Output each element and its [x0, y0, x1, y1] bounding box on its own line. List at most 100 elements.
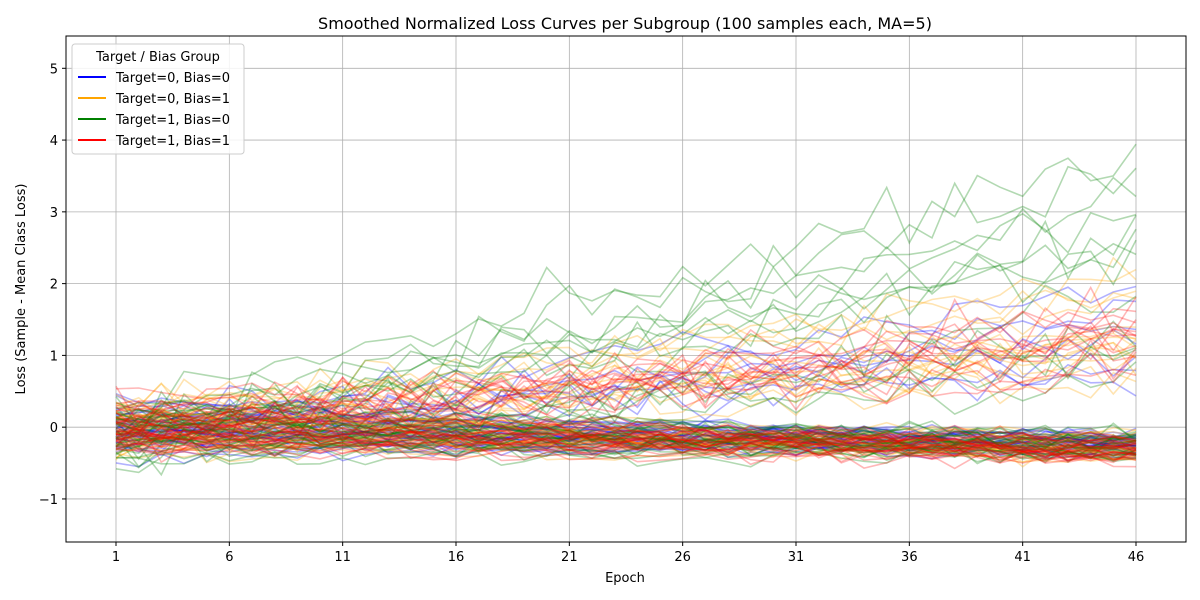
- series-line: [115, 425, 1137, 450]
- series-line: [115, 411, 1137, 460]
- series-line: [115, 361, 1137, 431]
- series-line: [115, 416, 1137, 452]
- series-line: [115, 438, 1137, 457]
- series-line: [115, 418, 1137, 460]
- series-line: [115, 242, 1137, 443]
- series-line: [115, 433, 1136, 453]
- series-line: [115, 330, 1137, 448]
- series-line: [115, 415, 1137, 443]
- x-tick-label: 31: [788, 550, 805, 565]
- series-line: [115, 423, 1137, 460]
- y-tick-label: 2: [50, 278, 58, 293]
- series-line: [115, 414, 1137, 449]
- series-line: [115, 404, 1137, 442]
- legend-label: Target=1, Bias=0: [115, 113, 230, 128]
- series-line: [115, 368, 1137, 426]
- y-axis-label: Loss (Sample - Mean Class Loss): [14, 184, 29, 395]
- legend: Target / Bias Group Target=0, Bias=0 Targe…: [71, 43, 245, 155]
- series-line: [115, 420, 1137, 456]
- series-line: [115, 433, 1137, 462]
- chart-title: Smoothed Normalized Loss Curves per Subg…: [318, 14, 932, 33]
- series-line: [115, 256, 1137, 427]
- series-line: [115, 422, 1137, 450]
- series-line: [115, 415, 1137, 457]
- series-line: [115, 211, 1137, 461]
- series-line: [115, 325, 1137, 441]
- series-line: [115, 403, 1137, 452]
- series-line: [115, 409, 1137, 456]
- series-line: [115, 328, 1137, 434]
- series-line: [115, 415, 1137, 442]
- series-line: [115, 371, 1137, 464]
- series-line: [115, 434, 1137, 464]
- series-line: [115, 438, 1137, 457]
- series-line: [115, 326, 1137, 445]
- series-line: [115, 413, 1137, 455]
- series-line: [115, 416, 1137, 449]
- series-line: [115, 428, 1137, 455]
- series-line: [115, 326, 1137, 428]
- series-line: [115, 422, 1137, 452]
- series-line: [115, 412, 1137, 455]
- series-line: [115, 430, 1137, 458]
- series-line: [115, 327, 1137, 435]
- series-line: [115, 440, 1137, 460]
- series-line: [115, 437, 1137, 457]
- series-line: [115, 440, 1137, 464]
- series-line: [115, 347, 1137, 474]
- series-line: [115, 406, 1137, 442]
- series-line: [115, 394, 1136, 459]
- series-line: [115, 413, 1137, 463]
- series-line: [115, 431, 1137, 468]
- series-line: [115, 323, 1137, 449]
- series-line: [115, 418, 1137, 454]
- series-line: [115, 410, 1137, 445]
- x-tick-label: 6: [225, 550, 233, 565]
- series-line: [115, 342, 1137, 416]
- series-line: [115, 435, 1137, 451]
- series-line: [115, 423, 1137, 448]
- series-line: [115, 446, 1137, 470]
- series-line: [115, 422, 1137, 440]
- series-line: [115, 444, 1137, 464]
- series-line: [115, 351, 1137, 447]
- series-line: [115, 433, 1137, 464]
- series-line: [115, 424, 1137, 444]
- series-line: [115, 425, 1137, 450]
- series-line: [115, 435, 1137, 457]
- series-line: [115, 401, 1137, 457]
- series-line: [115, 328, 1137, 438]
- series-line: [115, 330, 1137, 431]
- series-line: [115, 228, 1137, 445]
- series-line: [115, 268, 1137, 416]
- series-line: [115, 363, 1137, 439]
- series-line: [115, 176, 1137, 435]
- x-tick-label: 21: [561, 550, 578, 565]
- series-line: [115, 353, 1137, 429]
- series-line: [115, 424, 1137, 455]
- series-line: [115, 339, 1137, 442]
- series-line: [115, 404, 1137, 454]
- series-line: [115, 427, 1137, 450]
- x-tick-label: 11: [334, 550, 351, 565]
- series-line: [115, 426, 1137, 446]
- series-line: [115, 408, 1137, 450]
- series-line: [115, 429, 1137, 446]
- series-line: [115, 433, 1137, 458]
- series-line: [115, 387, 1137, 462]
- series-line: [115, 431, 1137, 468]
- series-line: [115, 338, 1137, 426]
- series-line: [115, 438, 1137, 460]
- series-line: [115, 410, 1137, 447]
- series-line: [115, 407, 1137, 463]
- series-line: [115, 430, 1137, 453]
- series-line: [115, 428, 1137, 459]
- series-line: [115, 239, 1137, 477]
- series-line: [115, 339, 1137, 461]
- series-line: [115, 407, 1137, 440]
- series-line: [115, 404, 1137, 450]
- series-line: [115, 319, 1137, 442]
- series-line: [115, 369, 1137, 432]
- series-line: [115, 417, 1137, 458]
